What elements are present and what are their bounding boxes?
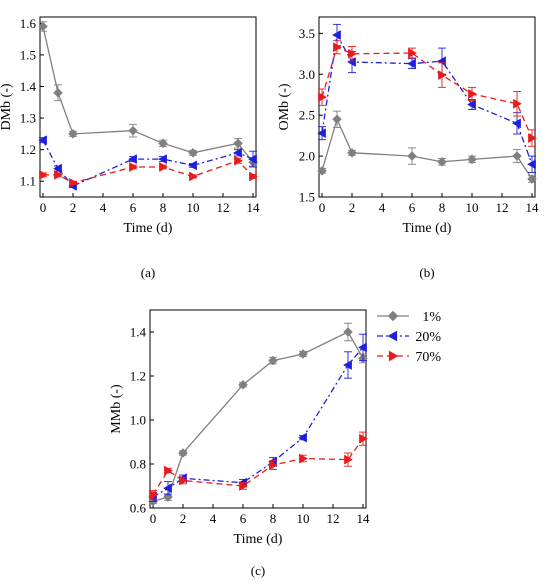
- series-3: [149, 432, 368, 499]
- series-1: [39, 22, 258, 167]
- panel-label: (c): [251, 563, 265, 578]
- legend: 1% 20% 70%: [377, 310, 441, 365]
- data-point: [54, 88, 63, 97]
- y-axis-title: OMb (-): [277, 83, 292, 130]
- x-tick-label: 4: [379, 200, 386, 215]
- y-tick-label: 1.5: [20, 47, 36, 62]
- x-tick-label: 0: [150, 511, 157, 526]
- legend-marker: [389, 312, 398, 321]
- x-tick-label: 6: [240, 511, 247, 526]
- data-point: [348, 49, 356, 58]
- y-tick-label: 2.0: [299, 149, 315, 164]
- x-tick-label: 12: [217, 200, 230, 215]
- y-tick-label: 1.3: [20, 111, 36, 126]
- x-tick-label: 8: [439, 200, 446, 215]
- data-point: [299, 350, 308, 359]
- data-point: [348, 148, 357, 157]
- data-point: [468, 89, 476, 98]
- x-tick-label: 2: [180, 511, 187, 526]
- data-point: [344, 328, 353, 337]
- series-line: [43, 26, 253, 162]
- x-tick-label: 14: [526, 200, 540, 215]
- series-line: [43, 161, 253, 183]
- y-tick-label: 1.4: [20, 79, 37, 94]
- y-tick-label: 1.2: [20, 142, 36, 157]
- x-axis-title: Time (d): [124, 221, 173, 236]
- data-point: [234, 156, 242, 165]
- x-tick-label: 10: [297, 511, 310, 526]
- data-point: [189, 172, 197, 181]
- x-tick-label: 4: [210, 511, 217, 526]
- data-point: [39, 170, 47, 179]
- data-point: [159, 163, 167, 172]
- plot-frame: [40, 17, 256, 197]
- x-tick-label: 10: [466, 200, 479, 215]
- x-tick-label: 4: [100, 200, 107, 215]
- x-tick-label: 12: [496, 200, 509, 215]
- data-point: [408, 152, 417, 161]
- legend-label: 70%: [415, 350, 441, 365]
- plot-frame: [319, 17, 535, 197]
- data-point: [164, 466, 172, 475]
- x-tick-label: 10: [187, 200, 200, 215]
- y-tick-label: 3.5: [299, 26, 315, 41]
- y-axis-title: DMb (-): [0, 83, 14, 130]
- y-tick-label: 1.1: [20, 174, 36, 189]
- x-tick-label: 2: [70, 200, 77, 215]
- chart-panel-1: 0 2 4 6 8 10 12 14 1.1 1.2 1.3 1.4 1.5 1.6 Time (d) DMb…: [0, 16, 260, 280]
- x-axis-title: Time (d): [403, 221, 452, 236]
- y-tick-label: 1.6: [20, 16, 37, 31]
- x-tick-label: 8: [270, 511, 277, 526]
- data-point: [299, 433, 307, 442]
- series-1: [318, 111, 537, 183]
- panel-label: (b): [419, 265, 434, 280]
- series-line: [322, 119, 532, 179]
- legend-label: 20%: [415, 330, 441, 345]
- x-tick-label: 14: [357, 511, 371, 526]
- y-tick-label: 2.5: [299, 108, 315, 123]
- x-tick-label: 0: [319, 200, 326, 215]
- data-point: [333, 115, 342, 124]
- data-point: [513, 152, 522, 161]
- y-tick-label: 1.2: [130, 369, 146, 384]
- legend-marker: [389, 352, 397, 361]
- series-3: [318, 41, 537, 147]
- x-tick-label: 6: [409, 200, 416, 215]
- series-line: [153, 439, 363, 495]
- chart-panel-3: 0 2 4 6 8 10 12 14 0.6 0.8 1.0 1.2 1.4 Time (d) MMb (-…: [109, 310, 441, 578]
- data-point: [129, 163, 137, 172]
- legend-label: 1%: [422, 310, 441, 325]
- legend-marker: [389, 332, 397, 341]
- y-axis-title: MMb (-): [109, 384, 124, 434]
- x-tick-label: 0: [40, 200, 47, 215]
- data-point: [333, 43, 341, 52]
- x-axis-title: Time (d): [234, 532, 283, 547]
- data-point: [159, 155, 167, 164]
- data-point: [189, 161, 197, 170]
- data-point: [344, 455, 352, 464]
- y-tick-label: 1.4: [130, 325, 147, 340]
- data-point: [189, 148, 198, 157]
- y-tick-label: 0.8: [130, 457, 146, 472]
- series-3: [39, 156, 258, 187]
- x-tick-label: 12: [327, 511, 340, 526]
- x-tick-label: 2: [349, 200, 356, 215]
- data-point: [69, 129, 78, 138]
- x-tick-label: 14: [247, 200, 261, 215]
- panel-label: (a): [141, 265, 155, 280]
- y-tick-label: 3.0: [299, 67, 315, 82]
- chart-panel-2: 0 2 4 6 8 10 12 14 1.5 2.0 2.5 3.0 3.5 Time (d) OMb (-…: [277, 17, 539, 280]
- y-tick-label: 0.6: [130, 501, 147, 516]
- y-tick-label: 1.5: [299, 190, 315, 205]
- data-point: [129, 126, 138, 135]
- data-point: [438, 71, 446, 80]
- y-tick-label: 1.0: [130, 413, 146, 428]
- x-tick-label: 6: [130, 200, 137, 215]
- data-point: [129, 155, 137, 164]
- x-tick-label: 8: [160, 200, 167, 215]
